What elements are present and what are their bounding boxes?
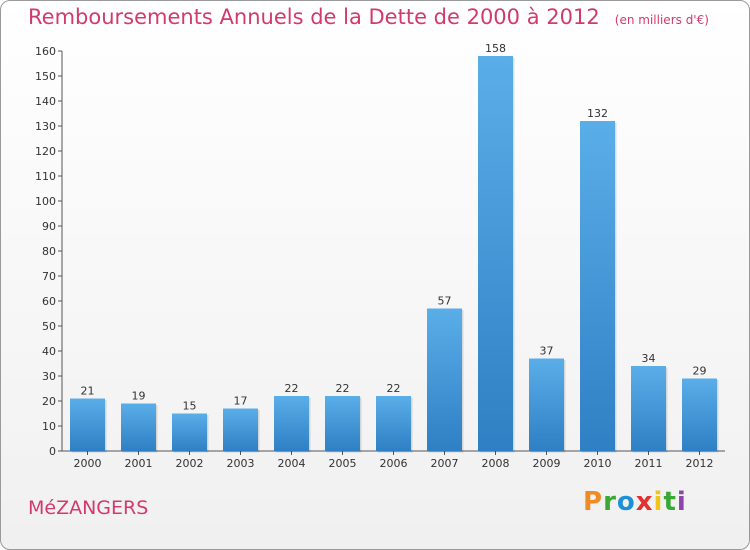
y-tick-label: 150 (35, 70, 56, 83)
bar-2004 (274, 396, 309, 451)
y-tick-label: 60 (42, 295, 56, 308)
y-tick-label: 80 (42, 245, 56, 258)
value-label: 34 (642, 352, 656, 365)
y-tick-label: 20 (42, 395, 56, 408)
value-label: 17 (234, 395, 248, 408)
x-tick-label: 2010 (584, 457, 612, 470)
logo-letter: r (603, 487, 617, 517)
bar-2008 (478, 56, 513, 451)
x-tick-label: 2007 (431, 457, 459, 470)
logo-letter: i (653, 487, 664, 517)
bar-2010 (580, 121, 615, 451)
commune-name: MéZANGERS (28, 497, 149, 519)
value-label: 19 (132, 390, 146, 403)
axis-layer: 0 10 20 30 40 50 60 70 80 90 100 110 120 130 140 150 160… (35, 45, 725, 470)
value-label: 22 (336, 382, 350, 395)
x-tick-label: 2011 (635, 457, 663, 470)
bar-2003 (223, 408, 258, 451)
logo-letter: o (616, 487, 636, 517)
title-row: Remboursements Annuels de la Dette de 20… (28, 5, 709, 29)
bar-2000 (70, 398, 105, 451)
bar-2009 (529, 358, 564, 451)
logo-letter: P (583, 487, 604, 517)
bar-2011 (631, 366, 666, 451)
chart-title: Remboursements Annuels de la Dette de 20… (28, 5, 600, 29)
proxiti-logo: Proxiti (583, 487, 687, 517)
logo-letter: i (676, 487, 687, 517)
value-label: 37 (540, 345, 554, 358)
value-label: 57 (438, 295, 452, 308)
y-tick-label: 0 (49, 445, 56, 458)
bar-2012 (682, 378, 717, 451)
value-label: 22 (387, 382, 401, 395)
x-tick-label: 2003 (227, 457, 255, 470)
y-tick-label: 120 (35, 145, 56, 158)
value-label: 132 (587, 107, 608, 120)
y-tick-label: 110 (35, 170, 56, 183)
x-tick-label: 2002 (176, 457, 204, 470)
value-label: 29 (693, 365, 707, 378)
y-tick-label: 130 (35, 120, 56, 133)
y-tick-label: 10 (42, 420, 56, 433)
x-tick-label: 2008 (482, 457, 510, 470)
logo-letter: t (663, 487, 677, 517)
bar-layer (70, 56, 719, 453)
y-tick-label: 70 (42, 270, 56, 283)
y-tick-label: 40 (42, 345, 56, 358)
y-tick-label: 160 (35, 45, 56, 58)
bar-2001 (121, 403, 156, 451)
bar-2005 (325, 396, 360, 451)
bar-2002 (172, 413, 207, 451)
value-label: 21 (81, 385, 95, 398)
chart-unit: (en milliers d'€) (614, 13, 709, 27)
x-tick-label: 2005 (329, 457, 357, 470)
value-label: 22 (285, 382, 299, 395)
x-tick-label: 2009 (533, 457, 561, 470)
value-label: 158 (485, 42, 506, 55)
x-tick-label: 2006 (380, 457, 408, 470)
x-tick-label: 2012 (686, 457, 714, 470)
logo-letter: x (635, 487, 654, 517)
y-tick-label: 100 (35, 195, 56, 208)
y-tick-label: 50 (42, 320, 56, 333)
bar-2006 (376, 396, 411, 451)
y-tick-label: 90 (42, 220, 56, 233)
x-tick-label: 2001 (125, 457, 153, 470)
y-tick-label: 30 (42, 370, 56, 383)
label-layer: 21 19 15 17 22 22 22 57 158 37 132 34 29 (81, 42, 707, 413)
value-label: 15 (183, 400, 197, 413)
x-tick-label: 2000 (74, 457, 102, 470)
bar-2007 (427, 308, 462, 451)
x-tick-label: 2004 (278, 457, 306, 470)
y-tick-label: 140 (35, 95, 56, 108)
